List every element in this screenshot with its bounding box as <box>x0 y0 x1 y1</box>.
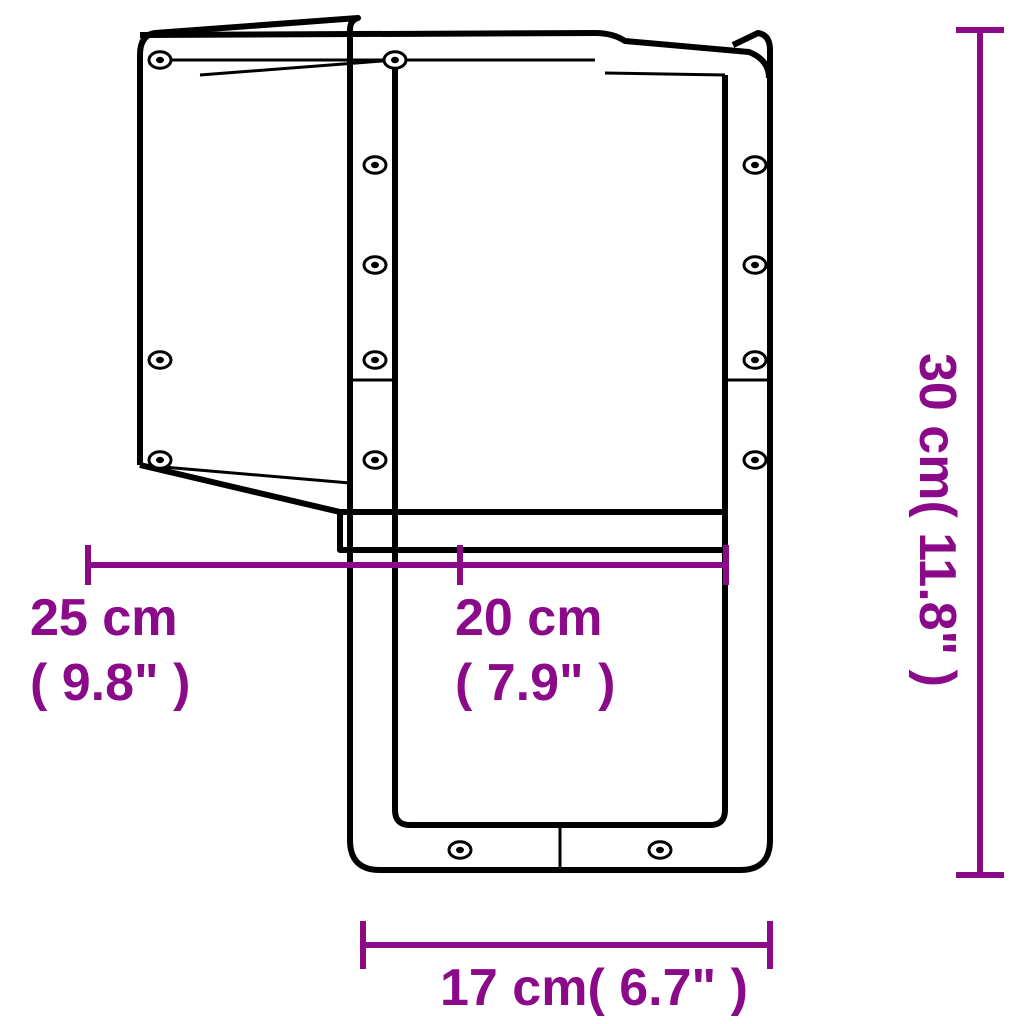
dimension-label: 20 cm <box>455 589 602 647</box>
screw-icon <box>149 352 171 369</box>
right-bar-cap <box>733 33 770 50</box>
screw-icon <box>744 257 766 274</box>
screw-icon <box>384 52 406 69</box>
screw-icon <box>744 157 766 174</box>
dimension-label: 17 cm( 6.7" ) <box>440 959 748 1017</box>
back-panel-left <box>140 18 358 465</box>
diagram-canvas: 25 cm25 cm( 9.8" )20 cm( 7.9" )17 cm( 6.… <box>0 0 1024 1024</box>
dimension-label: ( 9.8" ) <box>30 654 190 712</box>
screw-icon <box>364 452 386 469</box>
dimension-label: 25 cm <box>30 589 177 647</box>
screw-icon <box>744 352 766 369</box>
screw-icon <box>364 257 386 274</box>
screw-icon <box>364 157 386 174</box>
frame-outer <box>350 30 770 870</box>
screw-icon <box>149 452 171 469</box>
screw-icon <box>364 352 386 369</box>
dimension-label: ( 7.9" ) <box>455 654 615 712</box>
screw-icon <box>449 842 471 859</box>
screw-icon <box>649 842 671 859</box>
screw-icon <box>149 52 171 69</box>
screw-icon <box>744 452 766 469</box>
dimension-label-height: 30 cm( 11.8" ) <box>908 353 966 687</box>
